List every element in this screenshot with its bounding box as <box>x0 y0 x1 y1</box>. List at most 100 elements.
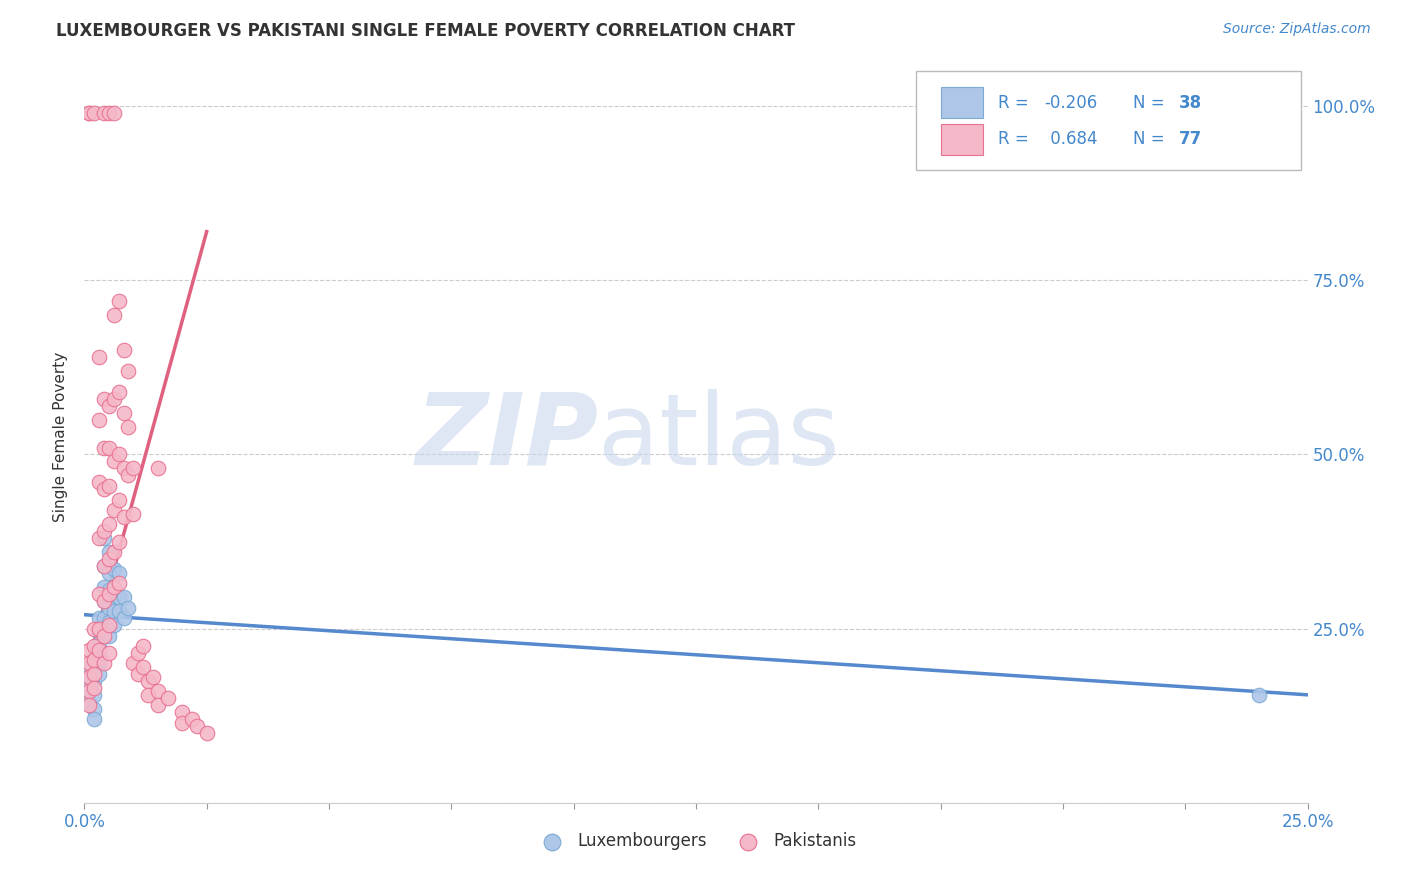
Text: LUXEMBOURGER VS PAKISTANI SINGLE FEMALE POVERTY CORRELATION CHART: LUXEMBOURGER VS PAKISTANI SINGLE FEMALE … <box>56 22 796 40</box>
Point <box>112 461 135 475</box>
Point <box>122 657 145 671</box>
Point <box>107 448 129 462</box>
Point <box>172 705 194 719</box>
Point <box>103 392 125 406</box>
Point <box>77 684 100 698</box>
Point <box>77 673 100 688</box>
Point <box>146 684 169 698</box>
Point <box>103 618 125 632</box>
Point <box>83 653 105 667</box>
Point <box>127 667 149 681</box>
Point <box>97 587 120 601</box>
Point <box>87 635 110 649</box>
Text: ZIP: ZIP <box>415 389 598 485</box>
Point <box>93 531 115 545</box>
Point <box>97 600 120 615</box>
Point <box>87 475 110 490</box>
Point <box>103 562 125 576</box>
Text: 38: 38 <box>1180 94 1202 112</box>
Point <box>97 646 120 660</box>
Point <box>97 629 120 643</box>
Point <box>83 688 105 702</box>
Point <box>97 615 120 629</box>
Point <box>107 384 129 399</box>
Point <box>122 507 145 521</box>
Point <box>83 702 105 716</box>
FancyBboxPatch shape <box>941 124 983 154</box>
Point <box>103 587 125 601</box>
Point <box>97 583 120 598</box>
Point <box>127 646 149 660</box>
Point <box>112 343 135 357</box>
Point <box>103 454 125 468</box>
Point <box>112 611 135 625</box>
Point <box>77 106 100 120</box>
Point <box>97 545 120 559</box>
Point <box>136 673 159 688</box>
Text: N =: N = <box>1133 94 1170 112</box>
Point <box>87 646 110 660</box>
Point <box>93 524 115 538</box>
Point <box>83 649 105 664</box>
Point <box>97 479 120 493</box>
Point <box>112 591 135 605</box>
Point <box>97 618 120 632</box>
Point <box>83 667 105 681</box>
Point <box>87 642 110 657</box>
Point <box>195 726 218 740</box>
Point <box>97 441 120 455</box>
Point <box>122 461 145 475</box>
Point <box>93 483 115 497</box>
Point <box>156 691 179 706</box>
Point <box>117 600 139 615</box>
Point <box>112 406 135 420</box>
Point <box>93 392 115 406</box>
Point <box>87 412 110 426</box>
Text: atlas: atlas <box>598 389 839 485</box>
Point <box>181 712 204 726</box>
Point <box>83 673 105 688</box>
Point <box>97 552 120 566</box>
Point <box>142 670 165 684</box>
FancyBboxPatch shape <box>941 87 983 118</box>
Point <box>97 517 120 532</box>
Point <box>186 719 208 733</box>
Point <box>1247 688 1270 702</box>
Point <box>97 399 120 413</box>
Point <box>172 715 194 730</box>
Point <box>107 294 129 309</box>
Text: N =: N = <box>1133 130 1170 148</box>
Point <box>107 534 129 549</box>
Point <box>97 566 120 580</box>
Point <box>87 667 110 681</box>
Point <box>83 712 105 726</box>
Point <box>93 629 115 643</box>
Text: 0.684: 0.684 <box>1045 130 1097 148</box>
Point <box>107 604 129 618</box>
FancyBboxPatch shape <box>917 71 1302 170</box>
Point <box>77 684 100 698</box>
Point <box>93 558 115 573</box>
Point <box>146 461 169 475</box>
Point <box>93 106 115 120</box>
Text: 77: 77 <box>1180 130 1202 148</box>
Point <box>83 622 105 636</box>
Point <box>93 657 115 671</box>
Point <box>77 657 100 671</box>
Point <box>107 591 129 605</box>
Point <box>97 106 120 120</box>
Point <box>87 611 110 625</box>
Point <box>93 558 115 573</box>
Point <box>87 587 110 601</box>
Point <box>136 688 159 702</box>
Point <box>83 106 105 120</box>
Point <box>107 576 129 591</box>
Point <box>83 639 105 653</box>
Point <box>103 545 125 559</box>
Point <box>117 468 139 483</box>
Point <box>117 364 139 378</box>
Point <box>107 566 129 580</box>
Point <box>103 580 125 594</box>
Point <box>77 642 100 657</box>
Point <box>146 698 169 713</box>
